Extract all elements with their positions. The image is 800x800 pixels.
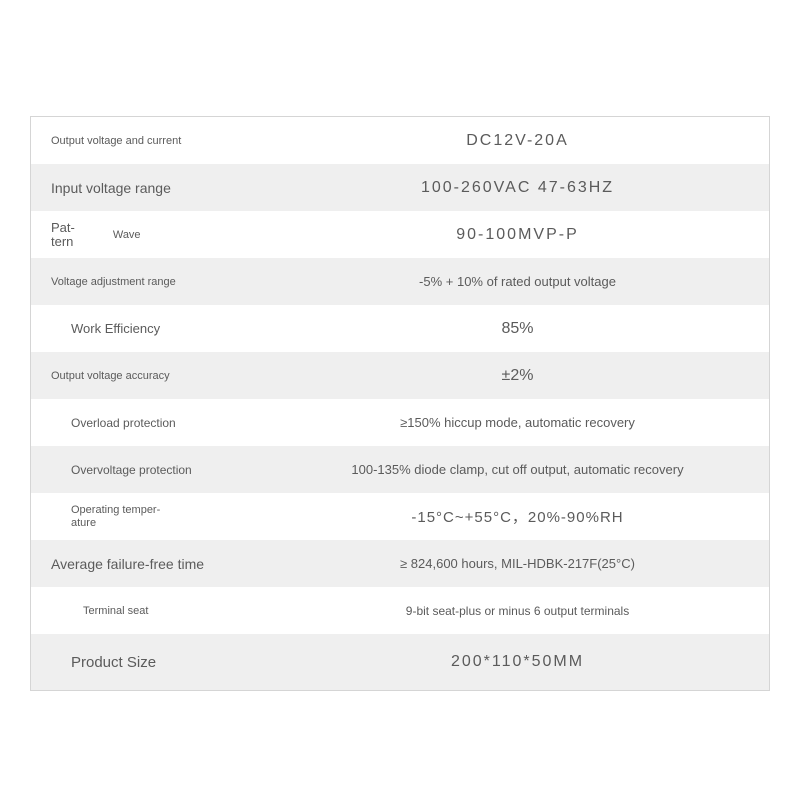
row-value: ≥150% hiccup mode, automatic recovery <box>266 407 769 438</box>
row-label: Voltage adjustment range <box>31 268 266 296</box>
table-row: Operating temper- ature -15°C~+55°C，20%-… <box>31 493 769 540</box>
pattern-right: Wave <box>113 229 141 241</box>
row-value: 200*110*50MM <box>266 645 769 679</box>
table-row: Overload protection ≥150% hiccup mode, a… <box>31 399 769 446</box>
row-label: Terminal seat <box>31 597 266 625</box>
row-label: Input voltage range <box>31 172 266 204</box>
table-row: Voltage adjustment range -5% + 10% of ra… <box>31 258 769 305</box>
row-label: Work Efficiency <box>31 313 266 344</box>
table-row: Terminal seat 9-bit seat-plus or minus 6… <box>31 587 769 634</box>
spec-table: Output voltage and current DC12V-20A Inp… <box>30 116 770 691</box>
row-value: 9-bit seat-plus or minus 6 output termin… <box>266 596 769 626</box>
pattern-line1: Pat- <box>51 221 75 235</box>
row-value: 85% <box>266 312 769 346</box>
table-row: Overvoltage protection 100-135% diode cl… <box>31 446 769 493</box>
row-value: DC12V-20A <box>266 124 769 158</box>
optemp-line1: Operating temper- <box>71 504 160 516</box>
table-row: Work Efficiency 85% <box>31 305 769 352</box>
row-label: Output voltage accuracy <box>31 362 266 390</box>
table-row: Input voltage range 100-260VAC 47-63HZ <box>31 164 769 211</box>
row-label: Overvoltage protection <box>31 455 266 485</box>
row-label: Overload protection <box>31 408 266 438</box>
row-value: 90-100MVP-P <box>266 218 769 252</box>
row-label-pattern: Pat- tern Wave <box>31 213 266 256</box>
table-row: Average failure-free time ≥ 824,600 hour… <box>31 540 769 587</box>
row-label: Operating temper- ature <box>31 496 266 537</box>
row-value: 100-135% diode clamp, cut off output, au… <box>266 454 769 485</box>
row-value: 100-260VAC 47-63HZ <box>266 171 769 205</box>
row-value: -5% + 10% of rated output voltage <box>266 266 769 297</box>
pattern-line2: tern <box>51 235 75 249</box>
row-label: Average failure-free time <box>31 548 266 580</box>
row-value: ±2% <box>266 359 769 393</box>
table-row: Pat- tern Wave 90-100MVP-P <box>31 211 769 258</box>
row-value: -15°C~+55°C，20%-90%RH <box>266 498 769 535</box>
optemp-line2: ature <box>71 517 96 529</box>
table-row: Product Size 200*110*50MM <box>31 634 769 690</box>
row-value: ≥ 824,600 hours, MIL-HDBK-217F(25°C) <box>266 548 769 579</box>
row-label: Output voltage and current <box>31 127 266 155</box>
table-row: Output voltage and current DC12V-20A <box>31 117 769 164</box>
table-row: Output voltage accuracy ±2% <box>31 352 769 399</box>
row-label: Product Size <box>31 646 266 679</box>
